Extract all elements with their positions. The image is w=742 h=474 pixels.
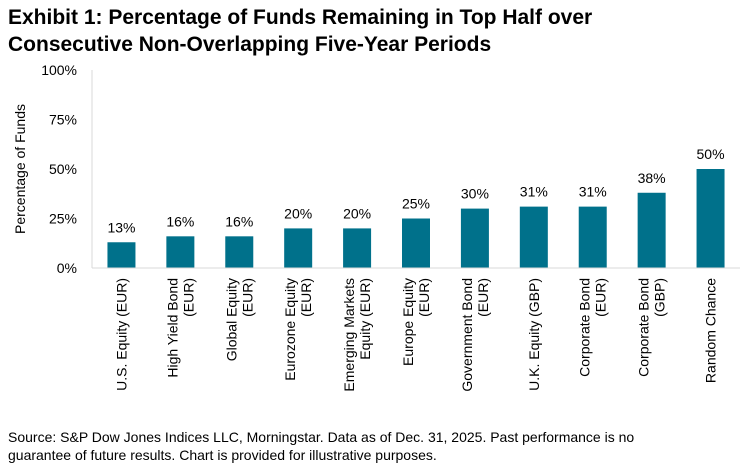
x-tick-label-line: U.S. Equity (EUR) <box>113 278 129 391</box>
x-tick-label: Random Chance <box>703 278 719 383</box>
x-tick-label: High Yield Bond(EUR) <box>164 278 196 378</box>
x-tick-label: Emerging MarketsEquity (EUR) <box>341 278 373 392</box>
x-tick-label-line: High Yield Bond <box>164 278 180 378</box>
x-tick-label: U.K. Equity (GBP) <box>526 278 542 391</box>
source-note-line-1: Source: S&P Dow Jones Indices LLC, Morni… <box>8 429 635 445</box>
data-label: 31% <box>579 184 607 200</box>
y-tick-label: 0% <box>57 260 77 276</box>
x-tick-label-line: U.K. Equity (GBP) <box>526 278 542 391</box>
data-label: 16% <box>166 213 194 229</box>
data-label: 20% <box>284 205 312 221</box>
y-tick-label: 75% <box>49 112 77 128</box>
y-tick-label: 25% <box>49 211 77 227</box>
x-tick-label-line: Global Equity <box>223 278 239 361</box>
x-tick-label-line: Equity (EUR) <box>357 278 373 360</box>
data-label: 13% <box>107 219 135 235</box>
bar <box>578 206 607 268</box>
y-tick-label: 50% <box>49 161 77 177</box>
x-tick-label-line: Eurozone Equity <box>282 278 298 381</box>
source-note-line-2: guarantee of future results. Chart is pr… <box>8 447 437 463</box>
x-tick-label-line: Random Chance <box>703 278 719 383</box>
x-tick-label-line: (EUR) <box>593 278 609 317</box>
x-tick-label: Corporate Bond(GBP) <box>636 278 668 377</box>
data-label: 30% <box>461 186 489 202</box>
x-tick-label-line: Government Bond <box>459 278 475 392</box>
data-label: 31% <box>520 184 548 200</box>
x-tick-label-line: (EUR) <box>475 278 491 317</box>
chart-title: Exhibit 1: Percentage of Funds Remaining… <box>8 4 734 58</box>
bar <box>696 169 725 268</box>
chart-title-line-1: Exhibit 1: Percentage of Funds Remaining… <box>8 6 593 29</box>
bar <box>107 242 136 268</box>
x-tick-label-line: Europe Equity <box>400 278 416 366</box>
data-label: 50% <box>697 146 725 162</box>
x-tick-label: Corporate Bond(EUR) <box>577 278 609 377</box>
bar <box>519 206 548 268</box>
x-tick-label: Eurozone Equity(EUR) <box>282 278 314 381</box>
x-tick-label: U.S. Equity (EUR) <box>113 278 129 391</box>
x-tick-label-line: Emerging Markets <box>341 278 357 392</box>
x-tick-label-line: (GBP) <box>652 278 668 317</box>
x-tick-label-line: Corporate Bond <box>636 278 652 377</box>
source-note: Source: S&P Dow Jones Indices LLC, Morni… <box>8 428 738 464</box>
bar <box>460 208 489 268</box>
x-tick-label: Government Bond(EUR) <box>459 278 491 392</box>
x-tick-label-line: (EUR) <box>239 278 255 317</box>
x-tick-label: Europe Equity(EUR) <box>400 278 432 366</box>
x-tick-label-line: (EUR) <box>298 278 314 317</box>
data-label: 25% <box>402 196 430 212</box>
bar <box>343 228 372 268</box>
data-label: 16% <box>225 213 253 229</box>
bar <box>402 218 430 268</box>
x-tick-label: Global Equity(EUR) <box>223 278 255 361</box>
x-tick-label-line: (EUR) <box>416 278 432 317</box>
bar <box>284 228 313 268</box>
bar <box>225 236 254 268</box>
bar <box>166 236 195 268</box>
data-label: 20% <box>343 205 371 221</box>
x-tick-label-line: (EUR) <box>180 278 196 317</box>
x-tick-label-line: Corporate Bond <box>577 278 593 377</box>
chart-title-line-2: Consecutive Non-Overlapping Five-Year Pe… <box>8 33 492 56</box>
bar <box>637 192 666 268</box>
y-tick-label: 100% <box>41 62 77 78</box>
y-axis-label: Percentage of Funds <box>12 104 28 234</box>
data-label: 38% <box>638 170 666 186</box>
